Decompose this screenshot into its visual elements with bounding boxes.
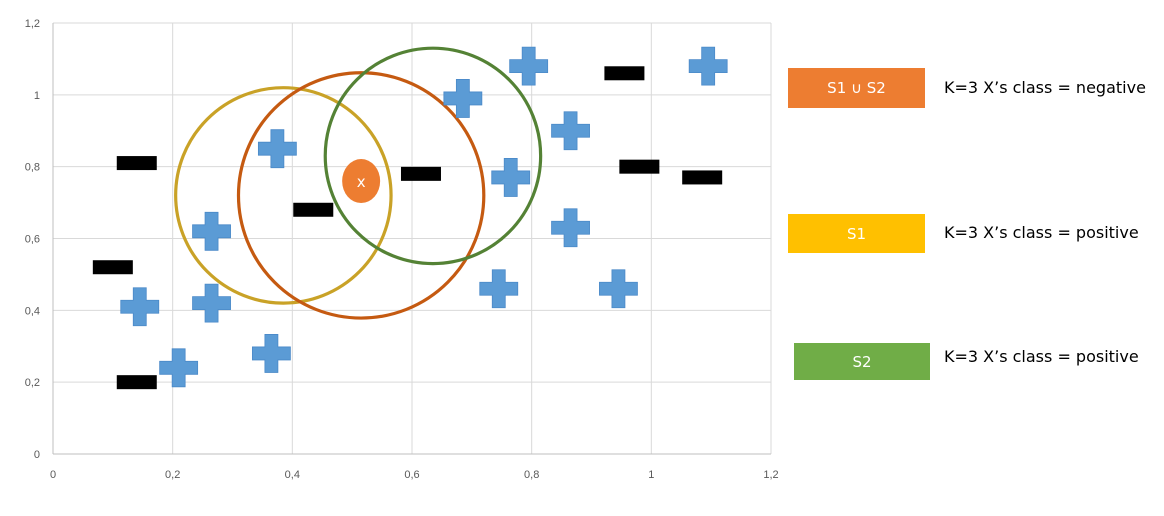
x-tick-label: 0,2 bbox=[165, 469, 180, 481]
x-tick-label: 1,2 bbox=[763, 469, 778, 481]
knn-scatter-chart: 0 0,2 0,4 0,6 0,8 1 1,2 0 0,2 0,4 0,6 0,8 1 1,2 x bbox=[25, 18, 779, 481]
negative-point bbox=[619, 159, 660, 174]
x-tick-label: 0,8 bbox=[524, 469, 539, 481]
grid-lines bbox=[52, 22, 772, 455]
positive-point bbox=[257, 129, 297, 169]
tick-labels: 0 0,2 0,4 0,6 0,8 1 1,2 0 0,2 0,4 0,6 0,8 1 1,2 bbox=[25, 18, 779, 481]
negative-point bbox=[293, 202, 334, 217]
x-tick-label: 0 bbox=[50, 469, 56, 481]
y-tick-label: 0,2 bbox=[25, 377, 40, 389]
y-tick-label: 0,6 bbox=[25, 234, 40, 246]
data-points bbox=[92, 46, 728, 390]
x-tick-label: 0,6 bbox=[404, 469, 419, 481]
positive-point bbox=[192, 283, 231, 323]
axes bbox=[52, 23, 771, 455]
y-tick-label: 1 bbox=[34, 90, 40, 102]
positive-point bbox=[120, 287, 160, 327]
positive-point bbox=[509, 46, 549, 86]
legend-label-s1: S1 bbox=[846, 224, 867, 243]
legend-box-s1: S1 bbox=[788, 214, 925, 253]
x-tick-label: 0,4 bbox=[285, 469, 300, 481]
negative-point bbox=[116, 156, 157, 171]
y-tick-label: 0,8 bbox=[25, 162, 40, 174]
positive-point bbox=[192, 211, 231, 251]
neighborhood-circles bbox=[174, 46, 543, 320]
negative-point bbox=[400, 166, 441, 181]
positive-point bbox=[159, 348, 199, 388]
y-tick-label: 1,2 bbox=[25, 18, 40, 30]
query-point: x bbox=[342, 159, 381, 204]
negative-point bbox=[682, 170, 723, 185]
legend-label-union: S1 ∪ S2 bbox=[827, 79, 886, 97]
legend-desc-s1: K=3 X’s class = positive bbox=[944, 223, 1139, 242]
query-point-marker bbox=[342, 159, 381, 204]
neighborhood-circle-3 bbox=[323, 46, 543, 266]
positive-point bbox=[479, 269, 519, 309]
positive-point bbox=[551, 111, 590, 151]
negative-point bbox=[604, 66, 645, 81]
positive-point bbox=[443, 79, 483, 118]
positive-point bbox=[551, 208, 590, 248]
negative-point bbox=[116, 375, 157, 390]
y-tick-label: 0,4 bbox=[25, 305, 40, 317]
x-tick-label: 1 bbox=[648, 469, 654, 481]
positive-point bbox=[688, 46, 728, 86]
neighborhood-circle-2 bbox=[236, 71, 486, 320]
legend-desc-union: K=3 X’s class = negative bbox=[944, 78, 1146, 97]
y-tick-label: 0 bbox=[34, 449, 40, 461]
legend-desc-s2: K=3 X’s class = positive bbox=[944, 347, 1139, 366]
positive-point bbox=[491, 158, 531, 197]
query-point-label: x bbox=[357, 173, 366, 191]
legend-label-s2: S2 bbox=[852, 352, 872, 371]
neighborhood-circle-1 bbox=[174, 86, 393, 305]
negative-point bbox=[92, 260, 133, 275]
legend-box-s2: S2 bbox=[794, 343, 930, 380]
positive-point bbox=[599, 269, 638, 309]
legend-box-union: S1 ∪ S2 bbox=[788, 68, 925, 108]
positive-point bbox=[251, 334, 291, 373]
